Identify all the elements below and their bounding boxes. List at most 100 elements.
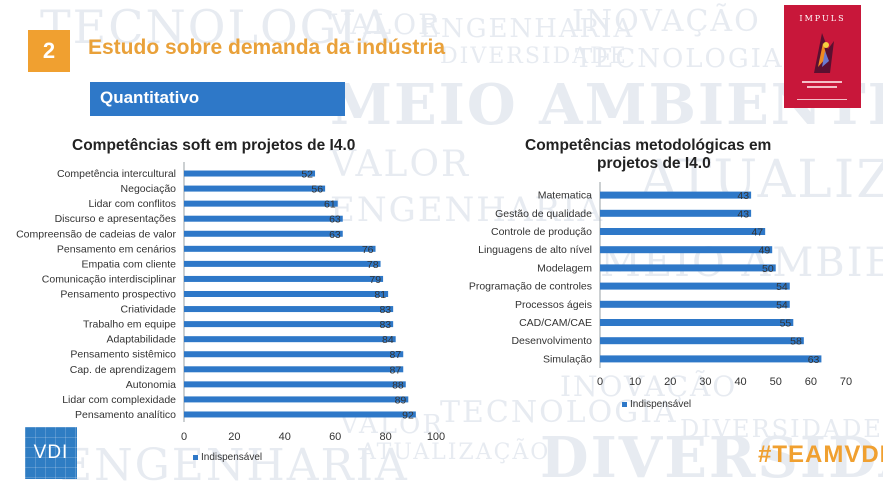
vdi-logo-text: VDI <box>33 442 69 463</box>
data-label: 63 <box>808 354 820 366</box>
category-label: Desenvolvimento <box>511 335 592 347</box>
category-label: Discurso e apresentações <box>55 213 176 225</box>
data-label: 58 <box>790 336 802 348</box>
bar <box>600 191 752 199</box>
slide-title: Estudo sobre demanda da indústria <box>88 36 446 59</box>
tick-label: 0 <box>181 431 187 443</box>
data-label: 49 <box>759 245 771 257</box>
data-label: 83 <box>379 319 391 331</box>
bar <box>600 355 822 363</box>
category-label: Compreensão de cadeias de valor <box>16 228 176 240</box>
category-label: Lidar com complexidade <box>62 394 176 406</box>
data-label: 81 <box>374 289 386 301</box>
tick-label: 30 <box>699 376 711 388</box>
tick-label: 80 <box>379 431 391 443</box>
legend-label: Indispensável <box>201 452 262 463</box>
category-label: Matematica <box>538 190 592 202</box>
data-label: 87 <box>390 349 402 361</box>
bar <box>184 215 343 222</box>
chart-title-method-line2: projetos de I4.0 <box>597 155 711 172</box>
bar <box>184 170 316 177</box>
category-label: Empatia com cliente <box>81 258 176 270</box>
bar <box>184 411 416 418</box>
tick-label: 20 <box>664 376 676 388</box>
bar <box>184 366 404 373</box>
bar <box>600 209 752 217</box>
tick-label: 40 <box>734 376 746 388</box>
data-label: 87 <box>390 364 402 376</box>
category-label: Lidar com conflitos <box>88 198 176 210</box>
bar <box>600 319 794 326</box>
tick-label: 40 <box>279 431 291 443</box>
bar <box>600 300 790 308</box>
category-label: Simulação <box>543 353 592 365</box>
tick-label: 20 <box>228 431 240 443</box>
data-label: 61 <box>324 199 336 211</box>
data-label: 88 <box>392 379 404 391</box>
tick-label: 100 <box>427 431 445 443</box>
vdi-logo: VDI <box>25 427 77 479</box>
tick-label: 50 <box>770 376 782 388</box>
data-label: 56 <box>311 184 323 196</box>
tick-label: 60 <box>805 376 817 388</box>
data-label: 43 <box>737 208 749 220</box>
tick-label: 60 <box>329 431 341 443</box>
legend-label: Indispensável <box>630 399 691 410</box>
data-label: 84 <box>382 334 394 346</box>
tick-label: 70 <box>840 376 852 388</box>
data-label: 76 <box>362 244 374 256</box>
bar <box>184 200 338 207</box>
data-label: 55 <box>780 318 792 330</box>
category-label: CAD/CAM/CAE <box>519 317 592 329</box>
legend-swatch <box>193 455 198 460</box>
bar <box>600 337 804 345</box>
bar <box>184 230 343 237</box>
section-label: Quantitativo <box>90 82 345 116</box>
category-label: Adaptabilidade <box>107 334 177 346</box>
team-hashtag: #TEAMVDI <box>758 441 883 468</box>
data-label: 54 <box>776 299 788 311</box>
category-label: Negociação <box>121 183 177 195</box>
bar <box>600 282 790 290</box>
bar <box>600 264 776 272</box>
data-label: 83 <box>379 304 391 316</box>
data-label: 63 <box>329 229 341 241</box>
category-label: Programação de controles <box>469 281 592 293</box>
tick-label: 10 <box>629 376 641 388</box>
bar <box>184 321 394 328</box>
bar <box>184 291 389 297</box>
category-label: Pensamento prospectivo <box>60 289 176 301</box>
category-label: Linguagens de alto nível <box>478 244 592 256</box>
category-label: Controle de produção <box>491 226 592 238</box>
chart-title-method-line1: Competências metodológicas em <box>525 137 772 154</box>
data-label: 63 <box>329 214 341 226</box>
category-label: Competência intercultural <box>57 168 176 180</box>
legend-swatch <box>622 402 627 407</box>
category-label: Trabalho em equipe <box>83 319 176 331</box>
category-label: Comunicação interdisciplinar <box>42 273 177 285</box>
bar <box>184 351 404 358</box>
data-label: 92 <box>402 409 414 421</box>
bar <box>600 228 766 235</box>
data-label: 78 <box>367 259 379 271</box>
bar <box>184 245 376 252</box>
tick-label: 0 <box>597 376 603 388</box>
chart-title-soft: Competências soft em projetos de I4.0 <box>72 137 356 154</box>
bar <box>184 185 326 192</box>
bar <box>600 246 773 254</box>
category-label: Pensamento em cenários <box>57 243 176 255</box>
bar <box>184 275 384 282</box>
category-label: Pensamento analítico <box>75 409 176 421</box>
data-label: 89 <box>395 394 407 406</box>
data-label: 79 <box>369 274 381 286</box>
data-label: 47 <box>751 227 763 239</box>
category-label: Gestão de qualidade <box>495 208 592 220</box>
slide-number-badge: 2 <box>28 30 70 72</box>
category-label: Pensamento sistêmico <box>70 349 176 361</box>
bar <box>184 381 406 388</box>
bar <box>184 336 396 343</box>
cover-art-icon <box>814 33 834 73</box>
data-label: 43 <box>737 190 749 202</box>
